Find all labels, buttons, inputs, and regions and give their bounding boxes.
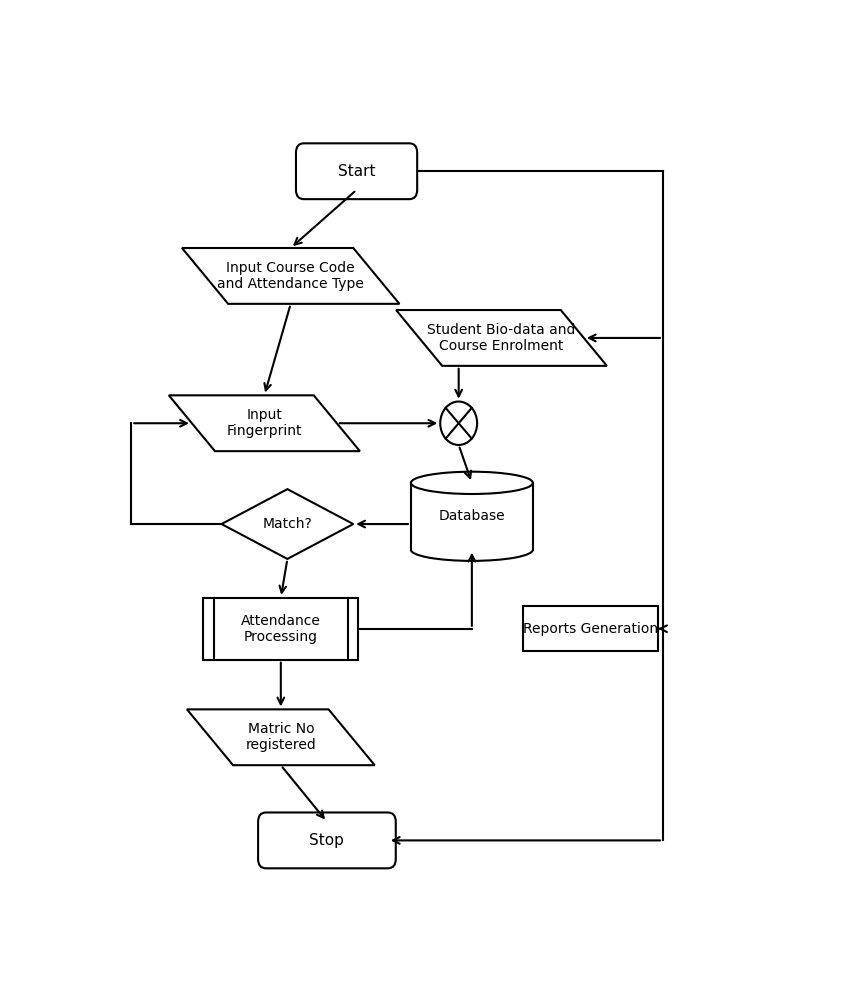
- Text: Input
Fingerprint: Input Fingerprint: [227, 408, 302, 438]
- Bar: [411, 482, 533, 550]
- Text: Reports Generation: Reports Generation: [523, 621, 658, 635]
- Text: Database: Database: [439, 510, 505, 524]
- Polygon shape: [182, 248, 400, 304]
- FancyBboxPatch shape: [258, 813, 396, 868]
- Text: Attendance
Processing: Attendance Processing: [241, 613, 320, 643]
- Bar: [523, 606, 658, 652]
- Text: Stop: Stop: [309, 833, 344, 848]
- Polygon shape: [187, 709, 375, 765]
- Text: Input Course Code
and Attendance Type: Input Course Code and Attendance Type: [218, 261, 364, 291]
- Polygon shape: [396, 310, 607, 366]
- Polygon shape: [222, 489, 354, 559]
- Bar: [203, 598, 358, 660]
- FancyBboxPatch shape: [296, 143, 417, 199]
- Text: Student Bio-data and
Course Enrolment: Student Bio-data and Course Enrolment: [428, 323, 575, 353]
- Text: Match?: Match?: [263, 517, 312, 531]
- Ellipse shape: [411, 471, 533, 494]
- Circle shape: [440, 402, 477, 445]
- Text: Matric No
registered: Matric No registered: [246, 722, 316, 752]
- Polygon shape: [169, 396, 360, 451]
- Text: Start: Start: [337, 164, 376, 178]
